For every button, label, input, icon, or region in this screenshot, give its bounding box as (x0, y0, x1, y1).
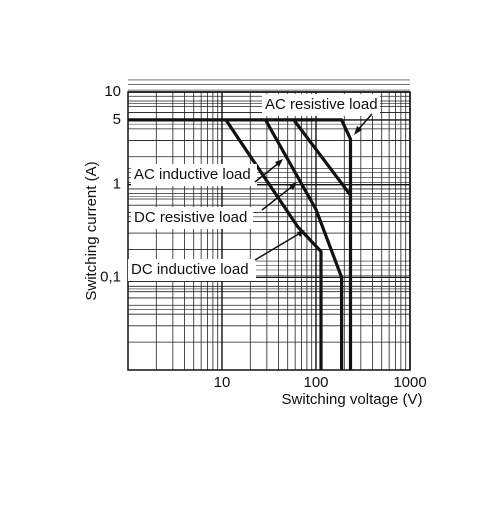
x-axis-label: Switching voltage (V) (282, 391, 423, 408)
arrow-head (297, 230, 305, 237)
arrow (254, 231, 303, 261)
label-box (131, 207, 253, 229)
arrow-head (289, 182, 297, 190)
y-tick-label: 1 (113, 176, 121, 193)
curves (128, 118, 353, 370)
x-tick-label: 10 (214, 374, 231, 391)
arrow (254, 161, 281, 183)
label-box (131, 164, 257, 186)
series-line (224, 119, 323, 370)
label-box (262, 94, 380, 116)
series-line (292, 118, 352, 197)
plot-frame (127, 91, 411, 371)
arrow-head (354, 126, 362, 135)
y-tick-label: 5 (113, 111, 121, 128)
y-tick-label: 0,1 (100, 268, 121, 285)
arrow-head (275, 159, 283, 167)
annotation: DC inductive load (131, 261, 249, 278)
annotations: AC resistive load AC inductive load DC r… (128, 94, 380, 281)
y-tick-label: 10 (104, 83, 121, 100)
x-tick-label: 1000 (393, 374, 426, 391)
label-box (128, 259, 256, 281)
series-line (264, 119, 344, 370)
annotation: DC resistive load (134, 209, 247, 226)
annotation: AC resistive load (265, 96, 378, 113)
annotation: AC inductive load (134, 166, 251, 183)
series-line (128, 118, 353, 370)
x-tick-label: 100 (303, 374, 328, 391)
y-axis-label: Switching current (A) (83, 161, 100, 300)
arrow (261, 184, 295, 211)
